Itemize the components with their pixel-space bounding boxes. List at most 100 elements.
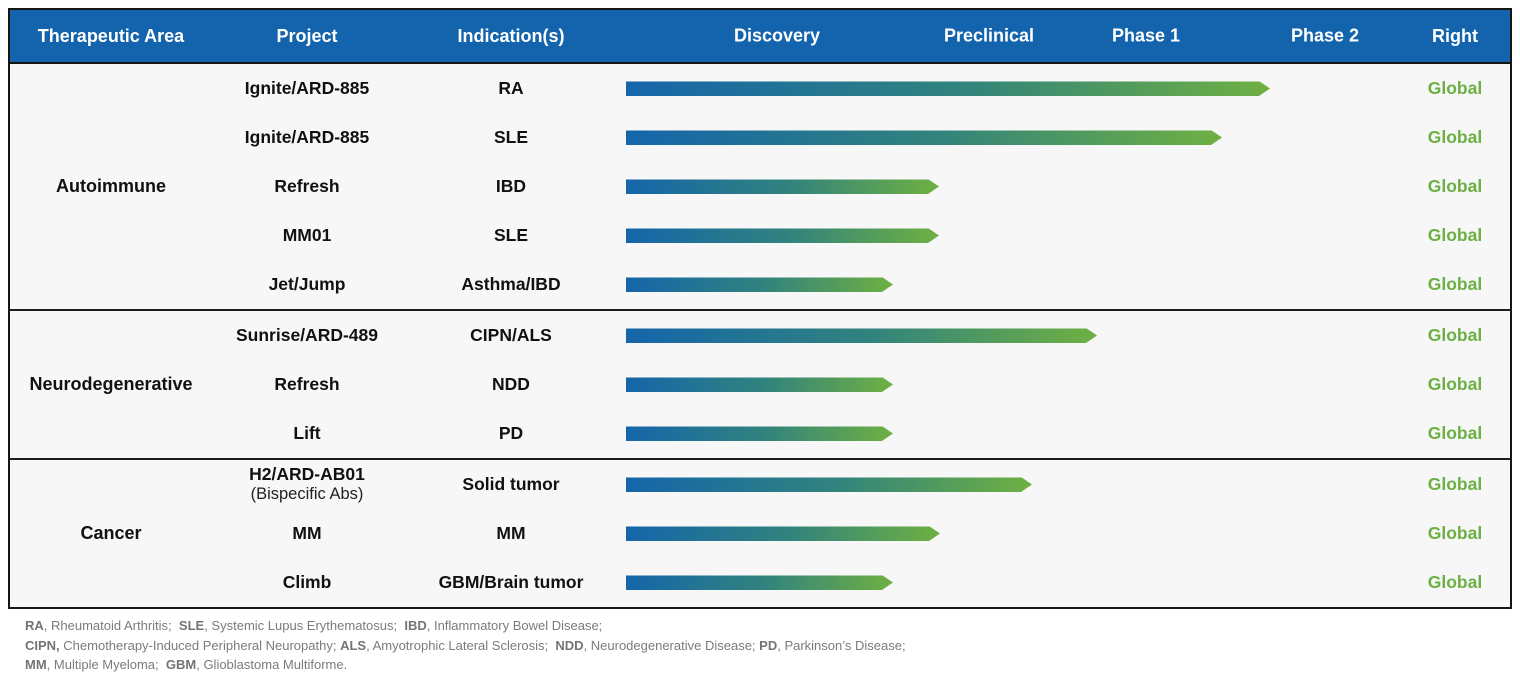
project-name: MM — [212, 522, 402, 544]
project-name-text: Lift — [293, 422, 321, 443]
pipeline-row: Climb GBM/Brain tumor Global — [212, 558, 1510, 607]
project-name-text: MM01 — [282, 224, 332, 245]
phase-axis-header: Discovery Preclinical Phase 1 Phase 2 — [620, 10, 1400, 62]
footnote-line: MM, Multiple Myeloma; GBM, Glioblastoma … — [25, 655, 906, 675]
progress-bar-cell — [620, 360, 1400, 409]
project-name: Ignite/ARD-885 — [212, 77, 402, 99]
pipeline-section: Autoimmune Ignite/ARD-885 RA Global Ignite/A… — [10, 64, 1510, 309]
section-rows: Ignite/ARD-885 RA Global Ignite/ARD-885 SLE G… — [212, 64, 1510, 309]
project-name: Lift — [212, 422, 402, 444]
col-header-right: Right — [1432, 25, 1478, 46]
project-name: Sunrise/ARD-489 — [212, 325, 402, 346]
project-name: H2/ARD-AB01 (Bispecific Abs) — [212, 465, 402, 503]
therapeutic-area-label: Neurodegenerative — [29, 374, 193, 394]
progress-bar-cell — [620, 260, 1400, 309]
abbreviation: SLE — [178, 618, 205, 633]
rights-label: Global — [1427, 572, 1483, 592]
col-header-preclinical: Preclinical — [943, 25, 1035, 46]
progress-arrow-bar — [626, 228, 939, 243]
rights-label: Global — [1427, 274, 1483, 294]
progress-arrow-bar — [626, 426, 893, 441]
pipeline-row: Sunrise/ARD-489 CIPN/ALS Global — [212, 311, 1510, 360]
rights-label: Global — [1427, 225, 1483, 245]
pipeline-row: MM MM Global — [212, 509, 1510, 558]
abbreviation: PD — [759, 637, 778, 653]
progress-bar-cell — [620, 509, 1400, 558]
footnote-line: RA, Rheumatoid Arthritis; SLE, Systemic … — [25, 616, 906, 636]
project-name-text: Ignite/ARD-885 — [244, 77, 370, 98]
progress-arrow-bar — [626, 81, 1270, 96]
project-name-text: Refresh — [274, 373, 340, 394]
abbreviation: CIPN, — [25, 637, 60, 653]
indication-label: PD — [498, 423, 524, 443]
project-name-text: Refresh — [274, 175, 340, 196]
rights-label: Global — [1427, 78, 1483, 98]
project-name: Refresh — [212, 373, 402, 395]
pipeline-row: H2/ARD-AB01 (Bispecific Abs) Solid tumor Gl… — [212, 460, 1510, 509]
abbreviation-definition: , Parkinson’s Disease; — [777, 637, 906, 653]
project-name-text: Climb — [282, 571, 332, 592]
abbreviation: RA — [25, 618, 44, 633]
indication-label: SLE — [493, 127, 529, 147]
progress-bar-cell — [620, 113, 1400, 162]
therapeutic-area-label: Autoimmune — [56, 176, 166, 196]
col-header-discovery: Discovery — [733, 25, 821, 46]
progress-bar-cell — [620, 409, 1400, 458]
rights-label: Global — [1427, 176, 1483, 196]
abbreviation: ALS — [340, 637, 367, 653]
abbreviation: IBD — [404, 618, 427, 633]
pipeline-row: Ignite/ARD-885 SLE Global — [212, 113, 1510, 162]
pipeline-row: Ignite/ARD-885 RA Global — [212, 64, 1510, 113]
abbreviation-definition: , Systemic Lupus Erythematosus; — [204, 618, 405, 633]
abbreviation-definition: , Glioblastoma Multiforme. — [196, 657, 348, 672]
project-name: MM01 — [212, 224, 402, 246]
project-name: Climb — [212, 571, 402, 593]
progress-bar-cell — [620, 460, 1400, 509]
progress-arrow-bar — [626, 377, 893, 392]
pipeline-section: Neurodegenerative Sunrise/ARD-489 CIPN/ALS… — [10, 309, 1510, 458]
indication-label: NDD — [492, 374, 530, 394]
abbreviation-definition: , Amyotrophic Lateral Sclerosis; — [366, 637, 556, 653]
col-header-indications: Indication(s) — [457, 25, 565, 46]
project-name-text: Ignite/ARD-885 — [244, 126, 370, 147]
rights-label: Global — [1427, 474, 1483, 494]
footnote-line: CIPN, Chemotherapy-Induced Peripheral Ne… — [25, 636, 906, 656]
project-name-text: Jet/Jump — [268, 273, 346, 294]
pipeline-row: Jet/Jump Asthma/IBD Global — [212, 260, 1510, 309]
abbreviation: GBM — [165, 657, 197, 672]
project-name: Refresh — [212, 175, 402, 197]
indication-label: RA — [498, 78, 524, 98]
abbreviation-definition: Chemotherapy-Induced Peripheral Neuropat… — [59, 637, 341, 653]
col-header-therapeutic-area: Therapeutic Area — [37, 25, 185, 46]
pipeline-section: Cancer H2/ARD-AB01 (Bispecific Abs) Solid t… — [10, 458, 1510, 607]
indication-label: GBM/Brain tumor — [438, 572, 584, 592]
abbreviation: MM — [25, 657, 47, 672]
progress-arrow-bar — [626, 477, 1032, 492]
abbreviation-definition: , Multiple Myeloma; — [46, 657, 166, 672]
progress-arrow-bar — [626, 575, 893, 590]
indication-label: CIPN/ALS — [470, 325, 552, 345]
project-name-text: MM — [292, 522, 322, 543]
indication-label: IBD — [495, 176, 527, 196]
progress-arrow-bar — [626, 130, 1222, 145]
progress-bar-cell — [620, 558, 1400, 607]
progress-bar-cell — [620, 64, 1400, 113]
rights-label: Global — [1427, 127, 1483, 147]
pipeline-row: Refresh IBD Global — [212, 162, 1510, 211]
rights-label: Global — [1427, 523, 1483, 543]
progress-arrow-bar — [626, 179, 939, 194]
indication-label: Asthma/IBD — [461, 274, 561, 294]
rights-label: Global — [1427, 374, 1483, 394]
rights-label: Global — [1427, 325, 1483, 345]
project-subtitle: (Bispecific Abs) — [250, 485, 364, 504]
project-name: Jet/Jump — [212, 273, 402, 295]
therapeutic-area-label: Cancer — [80, 523, 142, 543]
col-header-phase-2: Phase 2 — [1290, 25, 1360, 46]
rights-label: Global — [1427, 423, 1483, 443]
section-rows: H2/ARD-AB01 (Bispecific Abs) Solid tumor Gl… — [212, 460, 1510, 607]
table-header-row: Therapeutic Area Project Indication(s) D… — [10, 10, 1510, 64]
indication-label: SLE — [493, 225, 529, 245]
progress-bar-cell — [620, 162, 1400, 211]
section-rows: Sunrise/ARD-489 CIPN/ALS Global Refresh NDD G… — [212, 311, 1510, 458]
project-name-text: H2/ARD-AB01 — [249, 464, 365, 485]
